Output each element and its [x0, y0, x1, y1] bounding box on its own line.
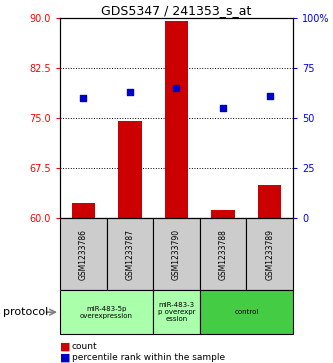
Bar: [60, 290, 153, 334]
Bar: [153, 290, 200, 334]
Bar: [118, 121, 142, 218]
Bar: [165, 21, 188, 218]
Bar: [246, 218, 293, 290]
Text: GSM1233788: GSM1233788: [218, 229, 228, 280]
Text: miR-483-5p
overexpression: miR-483-5p overexpression: [80, 306, 133, 319]
Text: ■: ■: [60, 352, 71, 363]
Title: GDS5347 / 241353_s_at: GDS5347 / 241353_s_at: [101, 4, 252, 17]
Text: control: control: [234, 309, 259, 315]
Text: miR-483-3
p overexpr
ession: miR-483-3 p overexpr ession: [158, 302, 195, 322]
Text: count: count: [72, 342, 97, 351]
Text: GSM1233787: GSM1233787: [125, 229, 135, 280]
Bar: [60, 218, 107, 290]
Bar: [153, 218, 200, 290]
Text: protocol: protocol: [3, 307, 49, 317]
Point: [127, 89, 133, 95]
Bar: [200, 290, 293, 334]
Point: [220, 105, 226, 111]
Text: GSM1233789: GSM1233789: [265, 229, 274, 280]
Bar: [258, 184, 281, 218]
Text: ■: ■: [60, 342, 71, 352]
Bar: [211, 210, 235, 218]
Point: [174, 85, 179, 91]
Point: [81, 95, 86, 101]
Bar: [107, 218, 153, 290]
Bar: [72, 203, 95, 218]
Text: GSM1233790: GSM1233790: [172, 229, 181, 280]
Point: [267, 93, 272, 99]
Text: GSM1233786: GSM1233786: [79, 229, 88, 280]
Text: percentile rank within the sample: percentile rank within the sample: [72, 353, 225, 362]
Bar: [200, 218, 246, 290]
